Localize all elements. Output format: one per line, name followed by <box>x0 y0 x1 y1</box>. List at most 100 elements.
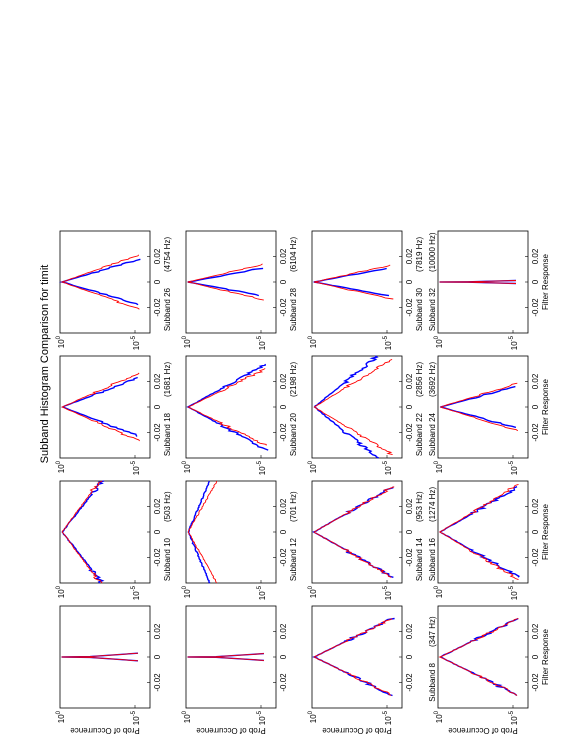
subband-panel: 100 10-5 -0.02 0 0.02 Prob of Occurrence <box>308 605 414 735</box>
subband-label: Subband 30 <box>415 287 424 331</box>
subband-label: Subband 16 <box>428 537 437 581</box>
subband-panel: 100 10-5 -0.02 0 0.02 Filter Response Subband … <box>428 480 550 600</box>
x-tick-label: 0.02 <box>531 373 540 389</box>
subband-label: Subband 8 <box>428 662 437 701</box>
y-tick-label: 10-5 <box>383 585 393 600</box>
y-axis-label: Prob of Occurrence <box>196 726 266 735</box>
histogram-curve-blue <box>313 267 390 297</box>
frequency-label: (7819 Hz) <box>415 237 424 272</box>
x-tick-label: 0 <box>279 279 288 284</box>
frequency-label: (3692 Hz) <box>428 362 437 397</box>
histogram-curve-blue <box>439 486 520 578</box>
y-tick-label: 10-5 <box>257 460 267 475</box>
x-tick-label: 0.02 <box>153 623 162 639</box>
axes-frame <box>185 480 277 584</box>
y-axis-label: Prob of Occurrence <box>70 726 140 735</box>
x-tick-label: 0.02 <box>531 498 540 514</box>
subband-panel: 100 10-5 -0.02 0 0.02 Subband 12 (701 Hz) <box>182 480 298 600</box>
subband-panel: 100 10-5 -0.02 0 0.02 Subband 26 (4754 Hz) <box>56 230 172 350</box>
x-tick-label: -0.02 <box>279 673 288 692</box>
frequency-label: (10000 Hz) <box>428 232 437 272</box>
histogram-curve-red <box>439 280 517 284</box>
x-tick-label: 0 <box>405 529 414 534</box>
x-tick-label: 0.02 <box>531 248 540 264</box>
x-tick-label: -0.02 <box>153 423 162 442</box>
x-tick-label: -0.02 <box>153 298 162 317</box>
x-tick-label: 0 <box>279 529 288 534</box>
axes-frame <box>185 230 277 334</box>
x-tick-label: -0.02 <box>405 423 414 442</box>
axes-frame <box>59 355 151 459</box>
x-tick-label: -0.02 <box>531 298 540 317</box>
x-tick-label: -0.02 <box>531 548 540 567</box>
x-tick-label: 0 <box>405 279 414 284</box>
histogram-curve-red <box>60 254 140 310</box>
x-tick-label: 0.02 <box>405 498 414 514</box>
y-tick-label: 100 <box>182 335 192 348</box>
histogram-curve-red <box>313 618 393 696</box>
y-tick-label: 100 <box>308 460 318 473</box>
subband-panel: 100 10-5 -0.02 0 0.02 Subband 28 (6104 Hz) <box>182 230 298 350</box>
subband-panel: 100 10-5 -0.02 0 0.02 Subband 18 (1681 Hz) <box>56 355 172 475</box>
figure-title: Subband Histogram Comparison for timit <box>39 265 51 464</box>
frequency-label: (503 Hz) <box>163 491 172 522</box>
x-tick-label: 0 <box>531 404 540 409</box>
axes-frame <box>437 605 529 709</box>
axes-frame <box>59 480 151 584</box>
histogram-curve-red <box>61 372 140 442</box>
subband-panel: 100 10-5 -0.02 0 0.02 Prob of Occurrence Filte… <box>428 605 550 735</box>
y-axis-label: Prob of Occurrence <box>448 726 518 735</box>
frequency-label: (2198 Hz) <box>289 362 298 397</box>
x-axis-label: Filter Response <box>541 503 550 560</box>
histogram-curve-red <box>439 382 519 432</box>
x-tick-label: 0 <box>405 404 414 409</box>
histogram-curve-blue <box>440 385 517 429</box>
x-tick-label: -0.02 <box>531 673 540 692</box>
histogram-curve-red <box>438 483 519 581</box>
x-tick-label: -0.02 <box>153 548 162 567</box>
x-tick-label: -0.02 <box>153 673 162 692</box>
y-tick-label: 100 <box>56 335 66 348</box>
axes-frame <box>185 355 277 459</box>
histogram-curve-blue <box>61 376 138 437</box>
y-tick-label: 100 <box>434 335 444 348</box>
x-tick-label: 0 <box>531 654 540 659</box>
subband-panel: 100 10-5 -0.02 0 0.02 Prob of Occurrence <box>56 605 162 735</box>
y-tick-label: 10-5 <box>131 585 141 600</box>
y-tick-label: 10-5 <box>509 460 519 475</box>
frequency-label: (6104 Hz) <box>289 237 298 272</box>
y-tick-label: 10-5 <box>131 335 141 350</box>
subband-panel: 100 10-5 -0.02 0 0.02 Filter Response Subband … <box>428 230 550 350</box>
subband-label: Subband 28 <box>289 287 298 331</box>
subband-panel: 100 10-5 -0.02 0 0.02 Subband 22 (2856 Hz) <box>308 355 424 475</box>
y-tick-label: 100 <box>56 460 66 473</box>
subband-label: Subband 18 <box>163 412 172 456</box>
y-tick-label: 10-5 <box>131 460 141 475</box>
y-tick-label: 10-5 <box>257 335 267 350</box>
x-tick-label: 0 <box>531 279 540 284</box>
subband-panel: 100 10-5 -0.02 0 0.02 Subband 20 (2198 Hz) <box>182 355 298 475</box>
axes-frame <box>437 480 529 584</box>
frequency-label: (2856 Hz) <box>415 362 424 397</box>
subband-label: Subband 20 <box>289 412 298 456</box>
x-tick-label: 0.02 <box>405 373 414 389</box>
x-tick-label: 0.02 <box>279 373 288 389</box>
frequency-label: (701 Hz) <box>289 491 298 522</box>
histogram-curve-red <box>61 480 103 584</box>
y-tick-label: 10-5 <box>131 710 141 725</box>
frequency-label: (347 Hz) <box>428 616 437 647</box>
rotated-figure-group: Subband Histogram Comparison for timit 1… <box>39 230 550 735</box>
subband-panel: 100 10-5 -0.02 0 0.02 Subband 30 (7819 Hz) <box>308 230 424 350</box>
x-tick-label: 0 <box>153 529 162 534</box>
y-tick-label: 10-5 <box>509 335 519 350</box>
x-tick-label: 0 <box>153 654 162 659</box>
x-tick-label: 0.02 <box>153 248 162 264</box>
y-tick-label: 100 <box>56 585 66 598</box>
y-tick-label: 100 <box>308 335 318 348</box>
y-tick-label: 100 <box>308 710 318 723</box>
histogram-curve-red <box>314 264 394 300</box>
x-tick-label: -0.02 <box>279 548 288 567</box>
x-tick-label: -0.02 <box>531 423 540 442</box>
histogram-curve-blue <box>59 258 141 306</box>
